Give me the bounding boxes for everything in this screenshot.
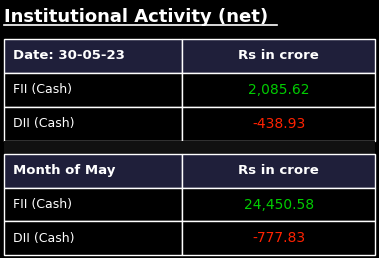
- Text: Date: 30-05-23: Date: 30-05-23: [13, 49, 125, 62]
- Text: DII (Cash): DII (Cash): [13, 232, 75, 245]
- Text: FII (Cash): FII (Cash): [13, 198, 72, 211]
- Bar: [4, 221, 182, 255]
- Text: 24,450.58: 24,450.58: [244, 198, 314, 212]
- Bar: [4, 39, 182, 73]
- Text: Rs in crore: Rs in crore: [238, 49, 319, 62]
- Text: Institutional Activity (net): Institutional Activity (net): [4, 8, 268, 26]
- Text: FII (Cash): FII (Cash): [13, 83, 72, 96]
- Bar: [4, 73, 182, 107]
- Bar: [182, 221, 375, 255]
- Bar: [4, 154, 182, 188]
- Bar: [4, 141, 375, 154]
- Text: 2,085.62: 2,085.62: [248, 83, 309, 96]
- Text: -777.83: -777.83: [252, 231, 305, 245]
- Text: Rs in crore: Rs in crore: [238, 164, 319, 177]
- Bar: [182, 73, 375, 107]
- Bar: [182, 188, 375, 221]
- Bar: [4, 107, 182, 141]
- Bar: [182, 107, 375, 141]
- Bar: [182, 154, 375, 188]
- Bar: [182, 39, 375, 73]
- Text: Month of May: Month of May: [13, 164, 116, 177]
- Text: -438.93: -438.93: [252, 117, 305, 131]
- Bar: [4, 188, 182, 221]
- Text: DII (Cash): DII (Cash): [13, 117, 75, 130]
